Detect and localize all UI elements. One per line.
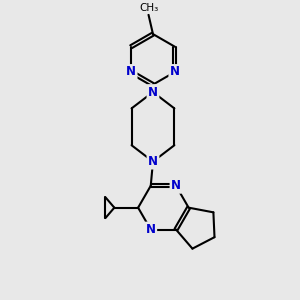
- Text: CH₃: CH₃: [139, 3, 158, 13]
- Text: N: N: [126, 65, 136, 79]
- Text: N: N: [148, 155, 158, 168]
- Text: N: N: [170, 65, 180, 79]
- Text: N: N: [171, 179, 181, 192]
- Text: N: N: [148, 85, 158, 98]
- Text: N: N: [146, 223, 156, 236]
